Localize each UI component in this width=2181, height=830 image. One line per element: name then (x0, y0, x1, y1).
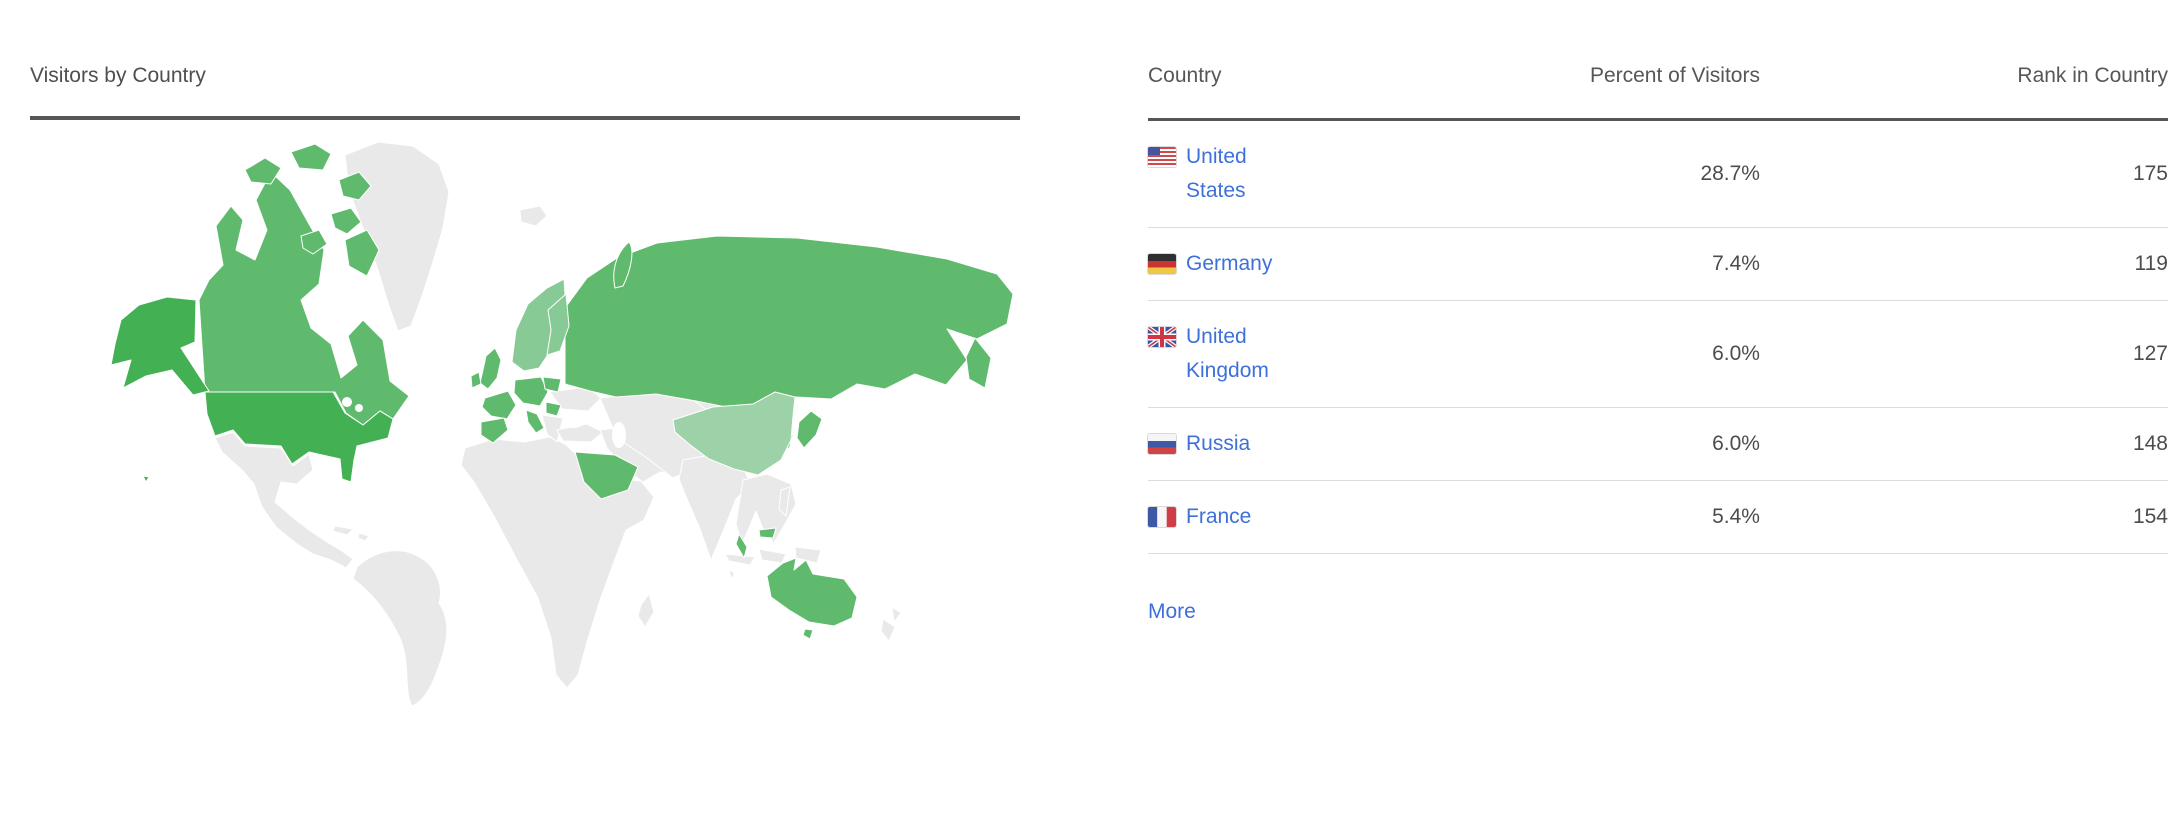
map-region-turkey (556, 423, 604, 443)
table-row: France 5.4% 154 (1148, 481, 2168, 554)
map-region-south-america (352, 550, 448, 705)
map-region-caribbean (332, 525, 370, 542)
map-region-madagascar (637, 593, 655, 628)
table-row: Germany 7.4% 119 (1148, 228, 2168, 301)
table-row: United States 28.7% 175 (1148, 121, 2168, 228)
visitors-country-table: Country Percent of Visitors Rank in Coun… (1148, 62, 2168, 624)
country-link-russia[interactable]: Russia (1148, 427, 1464, 461)
country-link-united-kingdom[interactable]: United Kingdom (1148, 320, 1464, 388)
percent-cell: 7.4% (1712, 252, 1760, 275)
country-name: United Kingdom (1186, 325, 1269, 382)
germany-flag-icon (1148, 254, 1176, 274)
map-region-philippines (778, 486, 791, 517)
great-lakes (342, 397, 352, 407)
country-cell: France (1148, 500, 1464, 534)
map-region-africa (460, 436, 655, 689)
black-sea (562, 416, 584, 428)
percent-cell: 5.4% (1712, 505, 1760, 528)
percent-cell: 6.0% (1712, 342, 1760, 365)
table-row: United Kingdom 6.0% 127 (1148, 301, 2168, 408)
table-row: Russia 6.0% 148 (1148, 408, 2168, 481)
map-region-sri-lanka (728, 569, 736, 580)
country-cell: United States (1148, 140, 1464, 208)
map-region-mexico-central-america (214, 431, 354, 569)
us-flag-icon (1148, 147, 1176, 167)
map-region-united-kingdom[interactable] (479, 347, 502, 390)
column-header-country: Country (1148, 64, 1222, 87)
map-region-japan[interactable] (796, 410, 823, 449)
rank-cell: 175 (2132, 162, 2168, 185)
france-flag-icon (1148, 507, 1176, 527)
map-region-saudi-arabia[interactable] (574, 451, 639, 500)
map-region-poland[interactable] (542, 376, 562, 393)
more-link[interactable]: More (1148, 600, 1196, 623)
map-region-alaska[interactable] (110, 296, 210, 396)
map-region-malaysia[interactable] (735, 527, 777, 559)
percent-cell: 6.0% (1712, 432, 1760, 455)
russia-flag-icon (1148, 434, 1176, 454)
country-link-france[interactable]: France (1148, 500, 1464, 534)
map-region-finland[interactable] (546, 293, 570, 356)
country-name: Germany (1186, 252, 1273, 275)
map-region-germany[interactable] (513, 376, 549, 407)
column-header-rank: Rank in Country (2017, 64, 2168, 87)
rank-cell: 127 (2132, 342, 2168, 365)
country-cell: United Kingdom (1148, 320, 1464, 388)
page-title: Visitors by Country (30, 64, 206, 87)
map-region-italy[interactable] (525, 409, 545, 434)
rank-cell: 154 (2132, 505, 2168, 528)
rank-cell: 119 (2134, 252, 2168, 275)
map-region-ireland[interactable] (470, 371, 482, 389)
map-region-kamchatka[interactable] (965, 337, 992, 389)
column-header-percent: Percent of Visitors (1589, 64, 1760, 87)
country-name: Russia (1186, 432, 1251, 455)
country-name: France (1186, 505, 1252, 528)
uk-flag-icon (1148, 327, 1176, 347)
country-link-united-states[interactable]: United States (1148, 140, 1464, 208)
map-region-romania[interactable] (545, 401, 562, 417)
percent-cell: 28.7% (1700, 162, 1760, 185)
map-region-australia[interactable] (766, 557, 858, 627)
visitors-by-country-widget: Visitors by Country (30, 62, 1020, 705)
great-lakes-2 (355, 404, 363, 412)
world-map-chart (110, 141, 1014, 705)
title-underline (30, 116, 1020, 120)
map-region-tasmania[interactable] (802, 628, 814, 640)
country-link-germany[interactable]: Germany (1148, 247, 1464, 281)
table-header-row: Country Percent of Visitors Rank in Coun… (1148, 62, 2168, 121)
country-name: United States (1186, 145, 1247, 202)
map-region-united-states[interactable] (204, 391, 394, 483)
country-cell: Russia (1148, 427, 1464, 461)
caspian-sea (612, 422, 626, 448)
map-region-china[interactable] (672, 391, 796, 476)
country-cell: Germany (1148, 247, 1464, 281)
map-region-france[interactable] (481, 390, 517, 420)
map-region-iberia[interactable] (480, 417, 509, 444)
map-region-novaya-zemlya[interactable] (613, 241, 633, 289)
map-region-iceland (519, 205, 548, 227)
map-region-russia[interactable] (564, 235, 1014, 415)
map-region-hawaii[interactable] (142, 475, 150, 483)
map-region-new-zealand (880, 606, 902, 642)
map-region-balkans (541, 414, 564, 443)
map-region-canadian-arctic-islands[interactable] (244, 143, 380, 277)
rank-cell: 148 (2132, 432, 2168, 455)
